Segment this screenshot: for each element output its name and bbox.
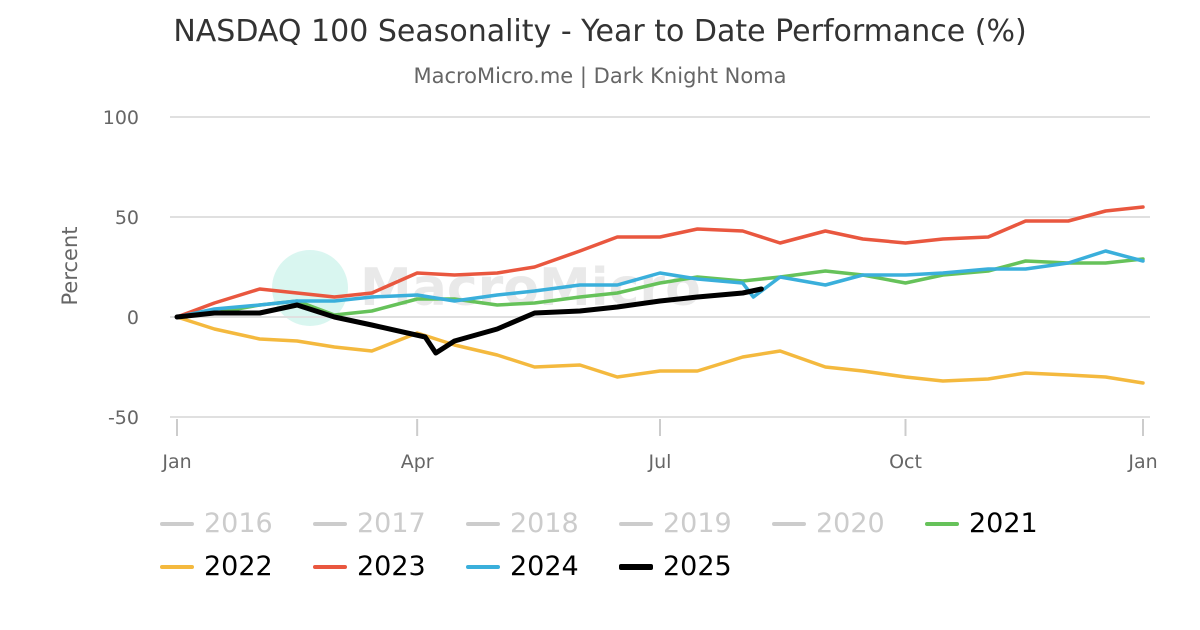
legend-swatch	[619, 521, 653, 526]
x-tick-label: Oct	[889, 451, 922, 473]
series-line-2022	[175, 315, 1145, 385]
legend-swatch	[772, 521, 806, 526]
legend-item-2025[interactable]: 2025	[619, 551, 732, 582]
chart-subtitle: MacroMicro.me | Dark Knight Noma	[413, 64, 787, 88]
legend-label: 2020	[816, 508, 885, 539]
legend-label: 2017	[357, 508, 426, 539]
legend-label: 2024	[510, 551, 579, 582]
legend-swatch	[466, 564, 500, 569]
legend-label: 2018	[510, 508, 579, 539]
legend-label: 2022	[204, 551, 273, 582]
legend-label: 2016	[204, 508, 273, 539]
x-tick-label: Jul	[648, 451, 672, 473]
legend-label: 2019	[663, 508, 732, 539]
y-axis-label: Percent	[58, 226, 82, 305]
legend-swatch	[313, 564, 347, 569]
legend-swatch	[466, 521, 500, 526]
x-tick-label: Apr	[401, 451, 434, 473]
legend-item-2022[interactable]: 2022	[160, 551, 273, 582]
legend-item-2019[interactable]: 2019	[619, 508, 732, 539]
y-tick-label: 0	[127, 307, 139, 329]
legend-item-2024[interactable]: 2024	[466, 551, 579, 582]
y-tick-label: 50	[115, 207, 139, 229]
legend-item-2016[interactable]: 2016	[160, 508, 273, 539]
legend-swatch	[160, 564, 194, 569]
x-tick-label: Jan	[1127, 451, 1157, 473]
y-tick-label: -50	[108, 407, 139, 429]
series-line-2025	[174, 286, 764, 356]
series-line-2023	[175, 205, 1145, 319]
legend-label: 2025	[663, 551, 732, 582]
legend-label: 2023	[357, 551, 426, 582]
legend-item-2018[interactable]: 2018	[466, 508, 579, 539]
legend-item-2017[interactable]: 2017	[313, 508, 426, 539]
legend-swatch	[619, 563, 653, 570]
legend-label: 2021	[969, 508, 1038, 539]
legend-item-2020[interactable]: 2020	[772, 508, 885, 539]
series-line-2024	[175, 249, 1145, 319]
legend-item-2021[interactable]: 2021	[925, 508, 1038, 539]
y-tick-label: 100	[103, 107, 139, 129]
legend-swatch	[313, 521, 347, 526]
chart-title: NASDAQ 100 Seasonality - Year to Date Pe…	[173, 14, 1027, 49]
legend-item-2023[interactable]: 2023	[313, 551, 426, 582]
x-tick-label: Jan	[161, 451, 191, 473]
legend-swatch	[925, 521, 959, 526]
legend-swatch	[160, 521, 194, 526]
